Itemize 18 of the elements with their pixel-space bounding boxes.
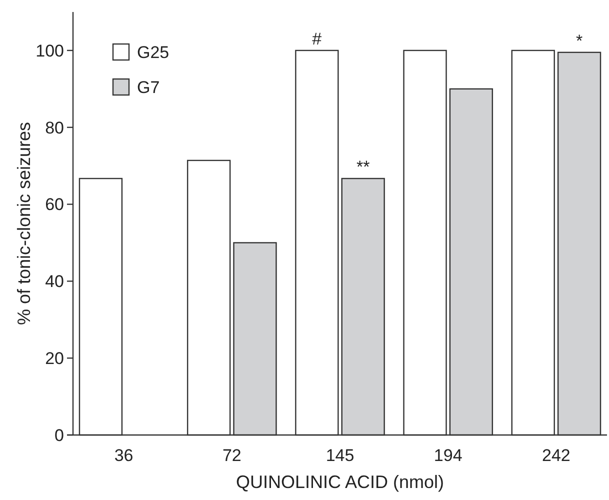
legend-label: G7 <box>137 78 160 97</box>
y-tick-label: 40 <box>45 272 64 292</box>
y-tick-label: 100 <box>36 41 64 60</box>
y-tick-label: 60 <box>45 195 64 214</box>
x-tick-label: 145 <box>326 446 354 465</box>
y-tick-label: 80 <box>45 118 64 138</box>
x-tick-label: 36 <box>114 446 134 465</box>
x-tick-label: 72 <box>222 446 242 465</box>
x-axis-title: QUINOLINIC ACID (nmol) <box>236 472 444 492</box>
y-axis-title: % of tonic-clonic seizures <box>14 122 34 326</box>
annotation: ** <box>356 158 370 177</box>
x-tick-label: 242 <box>542 446 570 465</box>
annotation: # <box>312 29 322 48</box>
y-tick-label: 0 <box>54 426 64 445</box>
y-tick-label: 20 <box>45 349 64 368</box>
legend-label: G25 <box>137 42 170 62</box>
annotation: * <box>576 31 583 50</box>
x-tick-label: 194 <box>434 446 462 465</box>
